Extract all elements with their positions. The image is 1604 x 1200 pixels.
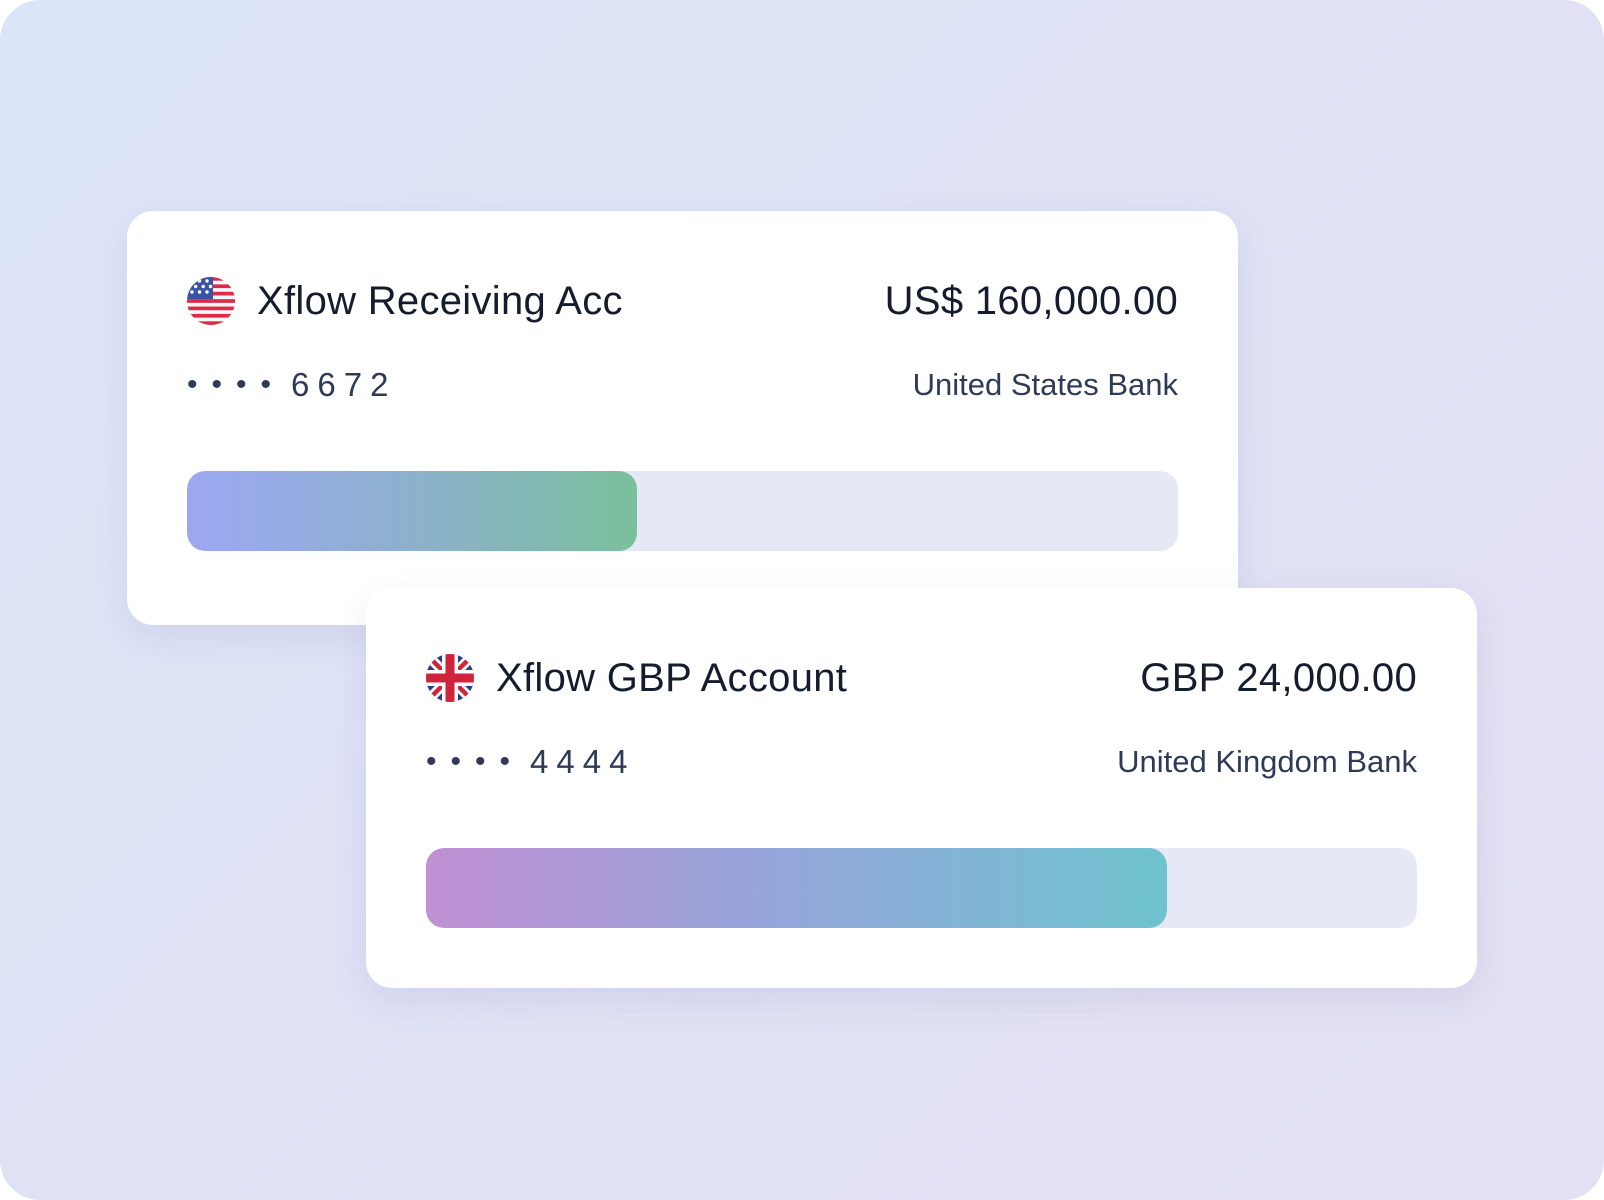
account-title: Xflow GBP Account [496, 655, 848, 700]
balance-progress-track [187, 471, 1178, 551]
bank-name: United States Bank [912, 367, 1178, 402]
account-title: Xflow Receiving Acc [257, 278, 623, 323]
account-card-gbp[interactable]: Xflow GBP Account GBP 24,000.00 •••• 444… [366, 588, 1477, 988]
account-card-header: Xflow GBP Account GBP 24,000.00 [426, 650, 1417, 706]
account-card-usd[interactable]: Xflow Receiving Acc US$ 160,000.00 •••• … [127, 211, 1238, 625]
account-last4: 6672 [291, 366, 397, 403]
account-last4: 4444 [530, 743, 636, 780]
account-card-subheader: •••• 6672 United States Bank [187, 361, 1178, 409]
uk-flag-icon [426, 654, 474, 702]
account-card-header: Xflow Receiving Acc US$ 160,000.00 [187, 273, 1178, 329]
balance-progress-fill [426, 848, 1168, 928]
balance-progress-track [426, 848, 1417, 928]
balance-progress-fill [187, 471, 637, 551]
account-balance: US$ 160,000.00 [884, 278, 1178, 323]
us-flag-icon [187, 277, 235, 325]
mask-dots: •••• [187, 368, 286, 401]
bank-name: United Kingdom Bank [1117, 744, 1417, 779]
mask-dots: •••• [426, 745, 525, 778]
account-card-subheader: •••• 4444 United Kingdom Bank [426, 738, 1417, 786]
account-number-masked: •••• 6672 [187, 366, 396, 404]
account-number-masked: •••• 4444 [426, 743, 635, 781]
account-balance: GBP 24,000.00 [1140, 655, 1417, 700]
